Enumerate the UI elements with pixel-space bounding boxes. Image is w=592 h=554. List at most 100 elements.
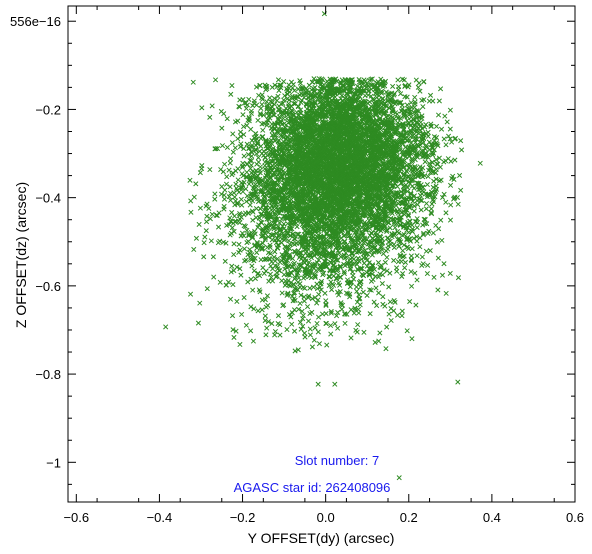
- data-point: [327, 267, 333, 273]
- data-point: [284, 327, 290, 333]
- data-point: [309, 344, 315, 350]
- data-point: [369, 252, 375, 258]
- data-point: [290, 256, 296, 262]
- data-point: [329, 287, 335, 293]
- data-point: [374, 302, 380, 309]
- data-point: [276, 182, 282, 188]
- data-point: [285, 278, 291, 284]
- data-point: [237, 266, 243, 272]
- data-point: [238, 233, 244, 239]
- data-point: [400, 248, 406, 254]
- data-point: [250, 287, 256, 293]
- data-point: [274, 245, 281, 251]
- data-point: [225, 279, 232, 285]
- data-point: [312, 295, 318, 301]
- data-point: [405, 213, 412, 219]
- data-point: [248, 108, 254, 114]
- data-point: [274, 270, 280, 276]
- data-point: [203, 228, 209, 234]
- data-point: [275, 313, 282, 319]
- data-point: [280, 303, 286, 309]
- data-point: [338, 301, 344, 308]
- data-point: [301, 330, 308, 336]
- data-point: [235, 136, 241, 142]
- data-point: [399, 308, 405, 314]
- data-point: [214, 212, 220, 218]
- data-point: [448, 202, 454, 208]
- data-point: [241, 223, 247, 229]
- data-point: [237, 185, 244, 191]
- data-point: [324, 342, 330, 348]
- data-point: [314, 286, 320, 292]
- data-point: [202, 234, 208, 240]
- data-point: [455, 275, 462, 281]
- data-point: [248, 304, 254, 310]
- data-point: [231, 241, 237, 247]
- data-point: [404, 328, 410, 334]
- data-point: [289, 321, 295, 327]
- data-point: [371, 299, 377, 305]
- data-point: [386, 284, 392, 290]
- data-point: [398, 91, 404, 97]
- data-point: [336, 250, 342, 256]
- data-point: [250, 338, 256, 344]
- data-point: [249, 137, 255, 144]
- data-point: [272, 332, 278, 338]
- data-point: [308, 275, 314, 281]
- data-point: [349, 255, 355, 261]
- data-point: [204, 213, 210, 219]
- data-point: [404, 102, 410, 108]
- data-point: [243, 322, 249, 328]
- data-point: [315, 297, 321, 303]
- data-point: [229, 313, 236, 319]
- data-point: [424, 271, 430, 277]
- data-point: [347, 265, 353, 271]
- data-point: [209, 103, 215, 109]
- data-point: [265, 302, 271, 308]
- data-point: [224, 174, 230, 180]
- data-point: [297, 319, 303, 325]
- data-point: [391, 308, 397, 314]
- data-point: [387, 299, 393, 305]
- data-point: [244, 161, 250, 167]
- data-point: [275, 266, 281, 272]
- data-point: [237, 210, 243, 217]
- data-point: [251, 258, 257, 264]
- data-point: [257, 273, 263, 279]
- data-point: [439, 272, 446, 278]
- data-point: [417, 244, 423, 250]
- data-point: [219, 125, 225, 131]
- data-point: [239, 230, 245, 236]
- data-point: [267, 244, 273, 250]
- data-point: [221, 196, 228, 202]
- data-point: [419, 262, 425, 268]
- data-point: [304, 304, 311, 310]
- data-point: [294, 224, 300, 230]
- data-point: [395, 77, 401, 83]
- data-point: [292, 249, 298, 255]
- data-point: [305, 318, 312, 324]
- data-point: [306, 293, 312, 299]
- data-point: [220, 239, 227, 245]
- data-point: [359, 265, 365, 272]
- data-point: [244, 169, 250, 175]
- data-point: [254, 250, 260, 256]
- data-point: [197, 205, 203, 211]
- data-point: [295, 279, 301, 285]
- data-point: [244, 240, 250, 246]
- data-point: [431, 274, 437, 280]
- data-point: [196, 221, 202, 227]
- data-point: [230, 327, 236, 333]
- data-point: [348, 335, 354, 341]
- data-point: [328, 254, 334, 260]
- data-point: [193, 235, 199, 241]
- data-point: [273, 274, 279, 280]
- data-point: [331, 273, 337, 279]
- data-point: [367, 287, 373, 293]
- data-point: [264, 325, 270, 331]
- data-point: [199, 166, 205, 172]
- data-point: [377, 330, 383, 336]
- data-point: [443, 199, 449, 205]
- data-point: [249, 263, 255, 269]
